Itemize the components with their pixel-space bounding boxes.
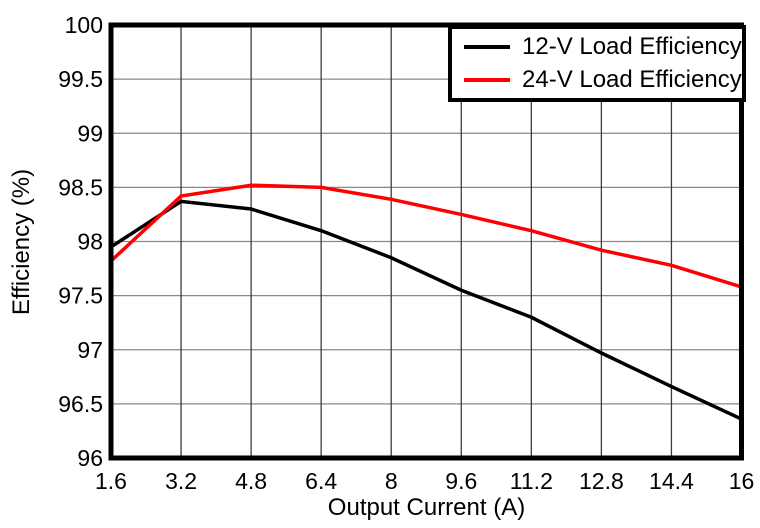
x-tick-label: 12.8 <box>579 468 624 494</box>
y-axis-title: Efficiency (%) <box>8 168 35 316</box>
legend-item-12v: 12-V Load Efficiency <box>452 31 742 64</box>
legend-label-24v: 24-V Load Efficiency <box>522 66 742 93</box>
tick-labels: 96 96.5 97 97.5 98 98.5 99 99.5 100 1.6 3.2 4.8 6.4 8… <box>58 12 754 494</box>
legend-line-sample-24v <box>464 78 510 82</box>
y-tick-label: 98.5 <box>58 174 103 200</box>
legend-label-12v: 12-V Load Efficiency <box>522 33 742 60</box>
legend: 12-V Load Efficiency 24-V Load Efficienc… <box>448 25 746 102</box>
x-tick-label: 6.4 <box>305 468 337 494</box>
y-tick-label: 96 <box>77 445 103 471</box>
legend-item-24v: 24-V Load Efficiency <box>452 64 742 97</box>
x-tick-label: 8 <box>385 468 398 494</box>
y-tick-label: 99 <box>77 120 103 146</box>
x-tick-label: 11.2 <box>510 468 553 494</box>
x-tick-label: 1.6 <box>95 468 127 494</box>
x-tick-label: 4.8 <box>235 468 267 494</box>
legend-line-sample-12v <box>464 45 510 49</box>
y-tick-label: 96.5 <box>58 391 103 417</box>
series-line-24v <box>109 183 743 289</box>
series-line-12v <box>110 199 743 421</box>
x-axis-title: Output Current (A) <box>327 494 526 521</box>
y-tick-label: 97.5 <box>58 283 103 309</box>
series-lines <box>109 183 743 421</box>
plot-border <box>108 22 744 461</box>
x-tick-label: 3.2 <box>165 468 197 494</box>
x-tick-label: 9.6 <box>445 468 477 494</box>
x-tick-label: 16 <box>729 468 755 494</box>
y-tick-label: 98 <box>77 229 103 255</box>
y-tick-label: 100 <box>65 12 103 38</box>
y-tick-label: 97 <box>77 337 103 363</box>
y-tick-label: 99.5 <box>58 66 103 92</box>
x-tick-label: 14.4 <box>649 468 694 494</box>
